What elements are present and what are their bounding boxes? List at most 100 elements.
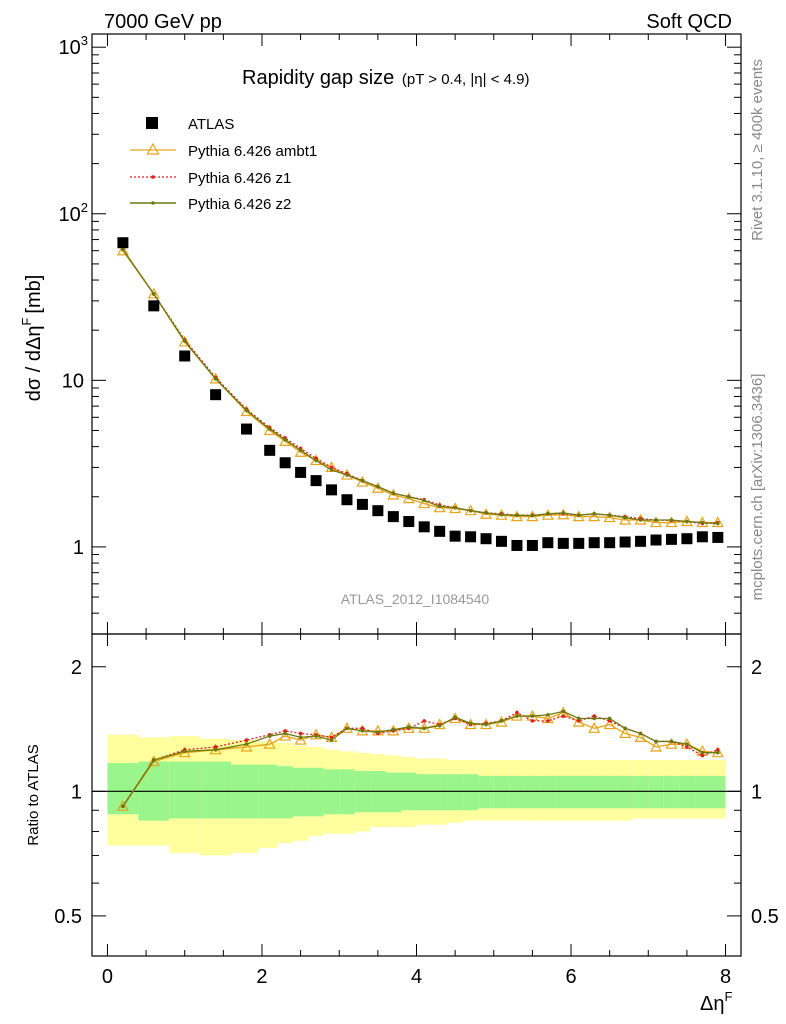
- ratio-band-stat: [571, 775, 587, 809]
- ratio-point-ambt1: [294, 733, 307, 745]
- main-point-z2: [685, 519, 689, 524]
- ratio-point-z1: [716, 747, 720, 752]
- ratio-point-z2: [267, 734, 272, 738]
- ratio-band-stat: [493, 775, 510, 809]
- ratio-point-z1: [546, 719, 550, 723]
- ratio-point-z2: [437, 724, 442, 728]
- ratio-point-ambt1: [310, 728, 323, 740]
- ratio-point-ambt1: [619, 727, 632, 739]
- atlas-data-point: [681, 533, 693, 545]
- ratio-point-z1: [422, 719, 427, 723]
- main-y-tick-label: 103: [59, 33, 88, 59]
- main-point-z2: [345, 473, 349, 477]
- ratio-point-z1: [685, 745, 689, 749]
- plot-title-main: Rapidity gap size: [242, 67, 394, 89]
- ratio-point-ambt1: [588, 722, 601, 733]
- main-y-tick-base: 10: [59, 204, 81, 226]
- main-point-z2: [700, 520, 705, 525]
- main-point-z2: [530, 513, 535, 518]
- atlas-data-point: [264, 444, 276, 456]
- x-tick-label: 4: [411, 966, 422, 988]
- ratio-point-z1: [283, 729, 287, 733]
- legend-ambt1-label: Pythia 6.426 ambt1: [188, 143, 317, 160]
- ratio-point-z1: [561, 714, 566, 718]
- ratio-point-z1: [360, 726, 365, 731]
- main-point-ambt1: [402, 492, 415, 504]
- main-ylabel: dσ / dΔηF [mb]: [19, 275, 45, 402]
- ratio-point-z2: [152, 758, 156, 762]
- ratio-band-stat: [648, 775, 664, 809]
- ratio-band-stat: [663, 775, 680, 809]
- main-y-tick-label: 10: [62, 370, 84, 392]
- main-point-z2: [623, 515, 627, 520]
- ratio-point-z2: [121, 804, 125, 809]
- atlas-data-point: [310, 475, 322, 487]
- main-point-z2: [283, 437, 287, 442]
- main-y-tick-label: 102: [59, 200, 88, 226]
- ratio-y-tick-label-right: 0.5: [751, 906, 779, 928]
- atlas-data-point: [372, 505, 384, 517]
- main-point-ambt1: [310, 454, 323, 466]
- main-point-z2: [376, 484, 380, 489]
- side-url-label: mcplots.cern.ch [arXiv:1306.3436]: [749, 374, 766, 601]
- ratio-band-stat: [694, 775, 711, 809]
- ratio-series-group: [116, 706, 724, 811]
- legend-z1-marker: [151, 175, 155, 179]
- atlas-data-point: [665, 533, 677, 545]
- ratio-point-z2: [499, 719, 504, 723]
- ratio-point-ambt1: [603, 718, 616, 730]
- x-tick-label: 0: [102, 966, 113, 988]
- main-point-ambt1: [649, 516, 663, 528]
- ratio-point-z2: [453, 715, 457, 720]
- main-point-ambt1: [711, 516, 724, 528]
- main-line-z1: [122, 249, 718, 525]
- side-rivet-label: Rivet 3.1.10, ≥ 400k events: [749, 59, 766, 241]
- atlas-data-point: [210, 389, 222, 401]
- main-point-ambt1: [263, 424, 276, 436]
- main-point-ambt1: [116, 244, 129, 256]
- ratio-point-z2: [360, 729, 365, 733]
- xlabel-main: Δη: [700, 993, 724, 1015]
- header-energy-label: 7000 GeV pp: [104, 11, 222, 33]
- main-point-ambt1: [588, 510, 601, 522]
- main-point-z2: [638, 518, 643, 522]
- ratio-point-ambt1: [263, 737, 276, 749]
- ratio-point-z2: [546, 713, 550, 717]
- atlas-data-point: [148, 300, 160, 312]
- atlas-data-point: [604, 537, 616, 549]
- main-point-z2: [391, 491, 396, 496]
- x-tick-label: 8: [720, 966, 731, 988]
- x-tick-label: 2: [256, 966, 267, 988]
- ratio-point-z2: [345, 726, 349, 731]
- atlas-data-point: [712, 531, 724, 543]
- atlas-data-point: [117, 237, 129, 249]
- ratio-point-z2: [391, 727, 396, 732]
- ratio-band-stat: [200, 761, 232, 819]
- ratio-point-z2: [182, 749, 187, 754]
- atlas-data-point: [526, 539, 538, 551]
- main-point-z2: [654, 518, 658, 522]
- main-ylabel-super: F: [19, 318, 34, 326]
- ratio-point-z2: [515, 714, 519, 718]
- atlas-data-point: [650, 534, 662, 546]
- atlas-data-point: [542, 537, 554, 549]
- main-point-ambt1: [603, 511, 616, 523]
- ratio-point-z2: [329, 738, 334, 742]
- main-point-z2: [298, 448, 303, 453]
- ratio-band-stat: [478, 775, 494, 809]
- main-point-z2: [484, 511, 488, 515]
- atlas-data-point: [179, 350, 191, 362]
- ratio-point-ambt1: [240, 740, 253, 752]
- main-point-z2: [314, 458, 318, 463]
- ratio-y-tick-label-right: 1: [751, 781, 762, 803]
- legend-atlas-label: ATLAS: [188, 116, 234, 133]
- ratio-point-ambt1: [572, 715, 585, 727]
- main-line-z2: [122, 249, 718, 525]
- ratio-point-z1: [530, 719, 535, 723]
- atlas-data-point: [557, 537, 569, 549]
- atlas-data-point: [696, 531, 708, 543]
- main-ylabel-text: dσ / dΔη: [23, 326, 45, 402]
- ratio-point-ambt1: [147, 755, 160, 767]
- ratio-point-ambt1: [116, 800, 129, 811]
- ratio-band-stat: [524, 775, 541, 809]
